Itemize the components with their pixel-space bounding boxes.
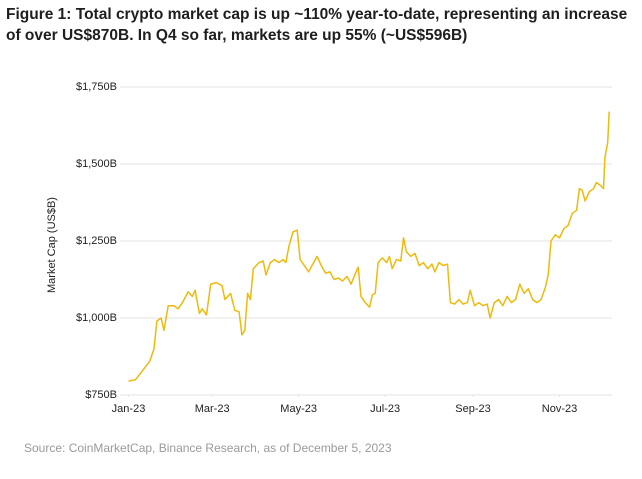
- y-tick-label: $1,750B: [76, 81, 117, 93]
- line-series: [128, 111, 610, 382]
- y-tick-label: $750B: [85, 389, 117, 401]
- y-tick-label: $1,000B: [76, 312, 117, 324]
- y-tick-label: $1,500B: [76, 158, 117, 170]
- chart-title: Figure 1: Total crypto market cap is up …: [6, 6, 628, 44]
- x-tick-label: Mar-23: [195, 403, 230, 415]
- x-tick-label: Jan-23: [112, 403, 146, 415]
- x-tick-label: May-23: [280, 403, 317, 415]
- x-tick-label: Jul-23: [370, 403, 400, 415]
- x-tick-label: Sep-23: [455, 403, 490, 415]
- chart: Market Cap (US$B) $750B $1,000B $1,250B $1,…: [46, 81, 612, 415]
- y-tick-label: $1,250B: [76, 235, 117, 247]
- y-axis-label: Market Cap (US$B): [46, 197, 58, 293]
- x-tick-label: Nov-23: [542, 403, 577, 415]
- source-note: Source: CoinMarketCap, Binance Research,…: [24, 441, 392, 455]
